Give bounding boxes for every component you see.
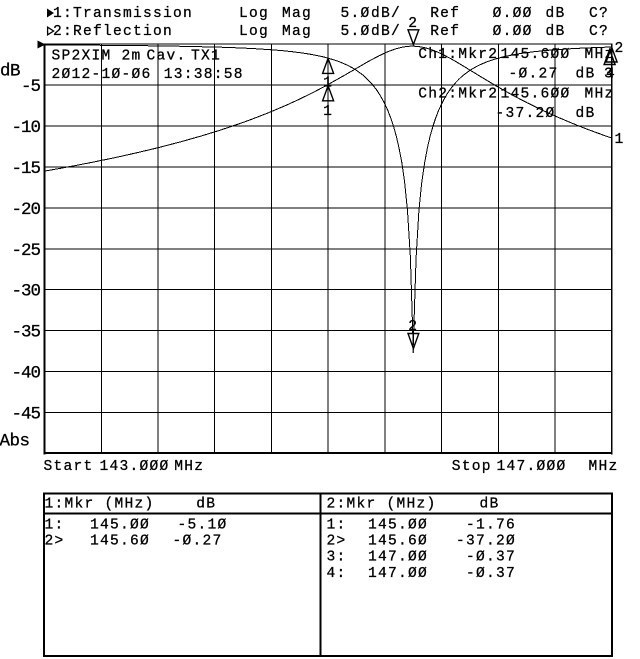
svg-text:MHz: MHz (174, 459, 204, 475)
svg-text:2: 2 (408, 319, 418, 335)
svg-text:-37.2Ø: -37.2Ø (456, 534, 516, 550)
svg-text:Ref: Ref (430, 6, 460, 22)
svg-text:2:Reflection: 2:Reflection (53, 24, 173, 40)
svg-text:1: 1 (323, 76, 333, 92)
svg-text:-10: -10 (11, 118, 40, 138)
svg-text:Stop: Stop (452, 459, 492, 475)
svg-text:-45: -45 (11, 405, 40, 425)
svg-text:-Ø.27: -Ø.27 (173, 534, 223, 550)
svg-text:-40: -40 (11, 364, 40, 384)
svg-text:2>: 2> (327, 534, 347, 550)
svg-text:dB: dB (576, 106, 596, 122)
svg-text:Ø.ØØ: Ø.ØØ (493, 6, 533, 22)
svg-text:2: 2 (408, 16, 418, 32)
svg-text:5.Ø: 5.Ø (341, 24, 371, 40)
svg-text:-Ø.27: -Ø.27 (509, 67, 559, 83)
svg-text:MHz: MHz (585, 87, 615, 103)
svg-text:1:: 1: (45, 517, 65, 533)
svg-text:145.6ØØ: 145.6ØØ (501, 87, 571, 103)
svg-text:-Ø.37: -Ø.37 (466, 550, 516, 566)
svg-text:145.ØØ: 145.ØØ (368, 517, 428, 533)
svg-text:Log: Log (239, 24, 269, 40)
svg-text:-1.76: -1.76 (466, 517, 516, 533)
svg-text:dB: dB (196, 497, 216, 513)
svg-text:4: 4 (606, 67, 616, 83)
svg-text:Mag: Mag (282, 6, 312, 22)
svg-text:1: 1 (615, 132, 625, 148)
svg-text:2: 2 (615, 41, 625, 57)
svg-text:13:38:58: 13:38:58 (164, 67, 244, 83)
svg-text:-20: -20 (11, 200, 40, 220)
svg-text:Ch2:Mkr2: Ch2:Mkr2 (418, 87, 498, 103)
svg-text:147.ØØØ: 147.ØØØ (497, 459, 567, 475)
svg-text:145.ØØ: 145.ØØ (90, 517, 150, 533)
svg-text:-35: -35 (11, 323, 40, 343)
svg-text:Ø.ØØ: Ø.ØØ (493, 24, 533, 40)
svg-text:147.ØØ: 147.ØØ (368, 550, 428, 566)
svg-text:dB: dB (546, 24, 566, 40)
svg-text:-25: -25 (11, 241, 40, 261)
svg-text:4:: 4: (327, 566, 347, 582)
svg-text:143.ØØØ: 143.ØØØ (100, 459, 170, 475)
svg-text:-15: -15 (11, 159, 40, 179)
svg-text:Ref: Ref (430, 24, 460, 40)
svg-text:dB: dB (0, 62, 20, 82)
svg-text:Cav.: Cav. (147, 49, 187, 65)
svg-text:MHz: MHz (589, 459, 619, 475)
svg-text:C?: C? (589, 24, 609, 40)
svg-text:145.6Ø: 145.6Ø (368, 534, 428, 550)
svg-text:5.Ø: 5.Ø (341, 6, 371, 22)
svg-text:C?: C? (589, 6, 609, 22)
svg-text:-Ø.37: -Ø.37 (466, 566, 516, 582)
svg-text:SP2XIM 2m: SP2XIM 2m (52, 49, 142, 65)
svg-text:-30: -30 (11, 282, 40, 302)
svg-text:dB: dB (546, 6, 566, 22)
svg-text:Ch1:Mkr2: Ch1:Mkr2 (418, 47, 498, 63)
svg-text:TX1: TX1 (191, 49, 221, 65)
svg-text:2>: 2> (45, 534, 65, 550)
svg-text:dB: dB (480, 497, 500, 513)
svg-text:3: 3 (604, 67, 614, 83)
svg-text:147.ØØ: 147.ØØ (368, 566, 428, 582)
svg-text:Log: Log (239, 6, 269, 22)
svg-text:Start: Start (44, 459, 94, 475)
svg-text:dB: dB (576, 67, 596, 83)
svg-text:145.6ØØ: 145.6ØØ (501, 47, 571, 63)
svg-text:3:: 3: (327, 550, 347, 566)
svg-text:1:: 1: (327, 517, 347, 533)
svg-text:1: 1 (323, 104, 333, 120)
svg-text:2:Mkr (MHz): 2:Mkr (MHz) (327, 497, 437, 513)
svg-text:-5.1Ø: -5.1Ø (178, 517, 228, 533)
svg-text:Abs: Abs (0, 432, 30, 452)
svg-text:Mag: Mag (282, 24, 312, 40)
svg-text:-37.2Ø: -37.2Ø (496, 106, 556, 122)
svg-text:2Ø12-1Ø-Ø6: 2Ø12-1Ø-Ø6 (52, 67, 152, 83)
svg-text:-5: -5 (21, 77, 41, 97)
svg-text:dB/: dB/ (371, 24, 401, 40)
svg-text:145.6Ø: 145.6Ø (90, 534, 150, 550)
svg-text:1:Transmission: 1:Transmission (53, 6, 193, 22)
svg-text:dB/: dB/ (371, 6, 401, 22)
svg-text:1:Mkr (MHz): 1:Mkr (MHz) (45, 497, 155, 513)
